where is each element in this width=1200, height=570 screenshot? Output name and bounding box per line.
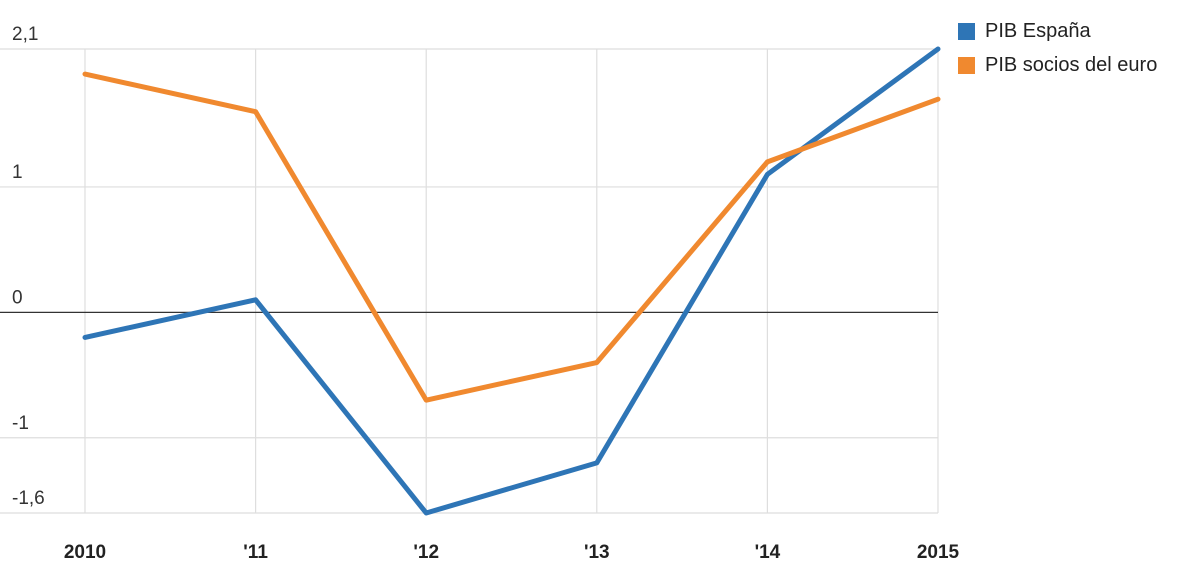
x-tick-label: 2010 [64,542,106,563]
legend-swatch-pib-espana [958,22,975,40]
legend-item-pib-espana: PIB España [958,14,1157,48]
x-tick-label: '12 [413,542,439,563]
x-tick-label: '13 [584,542,610,563]
series-line-1 [82,71,941,403]
x-axis-ticks: 2010 '11 '12 '13 '14 2015 [64,542,960,563]
legend: PIB España PIB socios del euro [958,14,1157,82]
y-tick-label: -1,6 [12,488,45,509]
y-tick-label: -1 [12,413,29,434]
legend-label-pib-espana: PIB España [985,19,1091,42]
series-line-0 [82,46,941,516]
y-tick-label: 0 [12,287,23,308]
y-tick-label: 2,1 [12,24,38,45]
grid-lines [0,48,939,514]
series-lines [82,46,941,516]
legend-label-pib-socios: PIB socios del euro [985,53,1158,76]
x-tick-label: '11 [243,542,268,563]
legend-swatch-pib-socios [958,56,975,74]
y-axis-ticks: 2,1 1 0 -1 -1,6 [12,24,45,509]
y-tick-label: 1 [12,162,23,183]
x-tick-label: '14 [755,542,781,563]
legend-item-pib-socios: PIB socios del euro [958,48,1157,82]
x-tick-label: 2015 [917,542,960,563]
